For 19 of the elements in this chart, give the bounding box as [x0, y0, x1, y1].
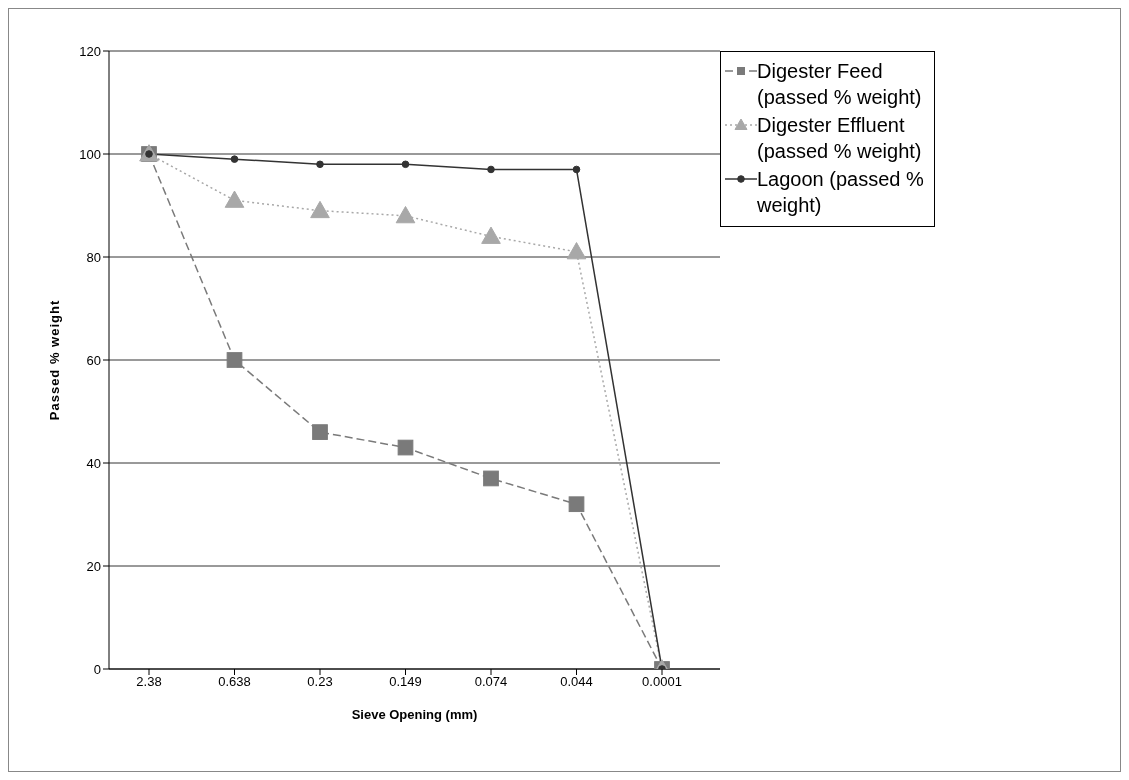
x-tick-label: 0.0001 [642, 674, 682, 690]
x-tick-label: 0.074 [474, 674, 508, 690]
legend-label: Digester Feed (passed % weight) [757, 59, 923, 110]
y-tick-label: 0 [93, 661, 101, 677]
x-tick-label: 2.38 [136, 674, 162, 690]
legend-label: Digester Effluent (passed % weight) [757, 113, 923, 164]
x-tick-label: 0.149 [389, 674, 422, 690]
x-tick-label: 0.044 [560, 674, 593, 690]
y-tick-label: 120 [79, 43, 101, 59]
y-tick-label: 40 [86, 455, 101, 471]
y-axis-title: Passed % weight [46, 299, 62, 421]
x-tick-label: 0.638 [218, 674, 251, 690]
x-tick-label: 0.23 [307, 674, 333, 690]
y-tick-label: 100 [79, 146, 101, 162]
y-tick-label: 20 [86, 558, 101, 574]
x-axis-title: Sieve Opening (mm) [351, 707, 478, 722]
legend-label: Lagoon (passed % weight) [757, 167, 925, 218]
y-tick-label: 80 [86, 249, 101, 265]
y-tick-label: 60 [86, 352, 101, 368]
